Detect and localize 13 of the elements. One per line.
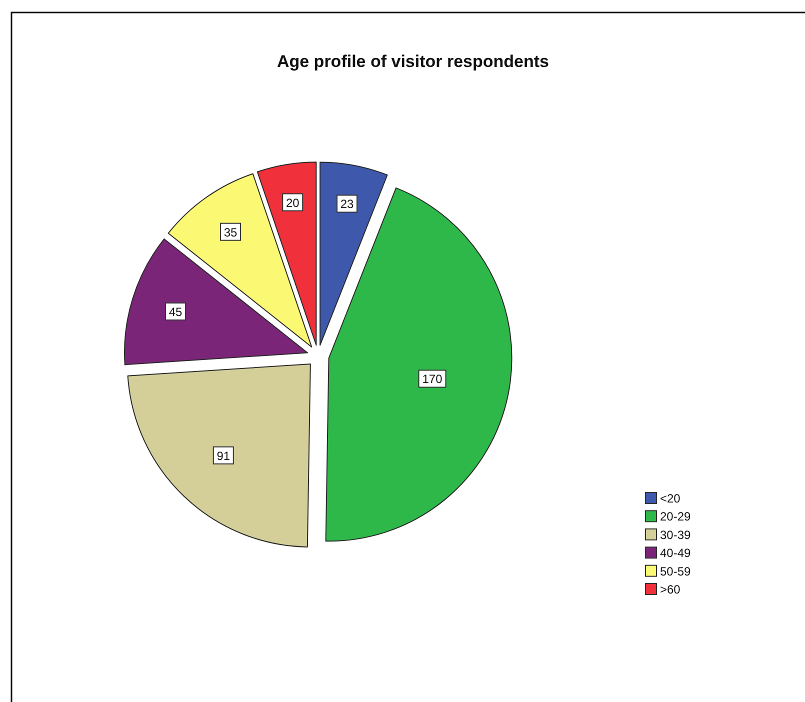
legend-label: <20	[660, 492, 681, 506]
legend-label: 50-59	[660, 564, 692, 578]
legend-label: 20-29	[660, 510, 692, 524]
data-label: 45	[168, 305, 183, 320]
data-label: 170	[422, 372, 443, 386]
legend-label: >60	[660, 582, 681, 596]
chart-title: Age profile of visitor respondents	[276, 52, 550, 71]
legend-label: 30-39	[660, 528, 692, 542]
data-label: 35	[224, 225, 238, 240]
legend-label: 40-49	[660, 546, 692, 560]
data-label: 91	[216, 448, 230, 463]
data-label: 23	[340, 197, 354, 212]
data-label: 20	[286, 196, 300, 210]
